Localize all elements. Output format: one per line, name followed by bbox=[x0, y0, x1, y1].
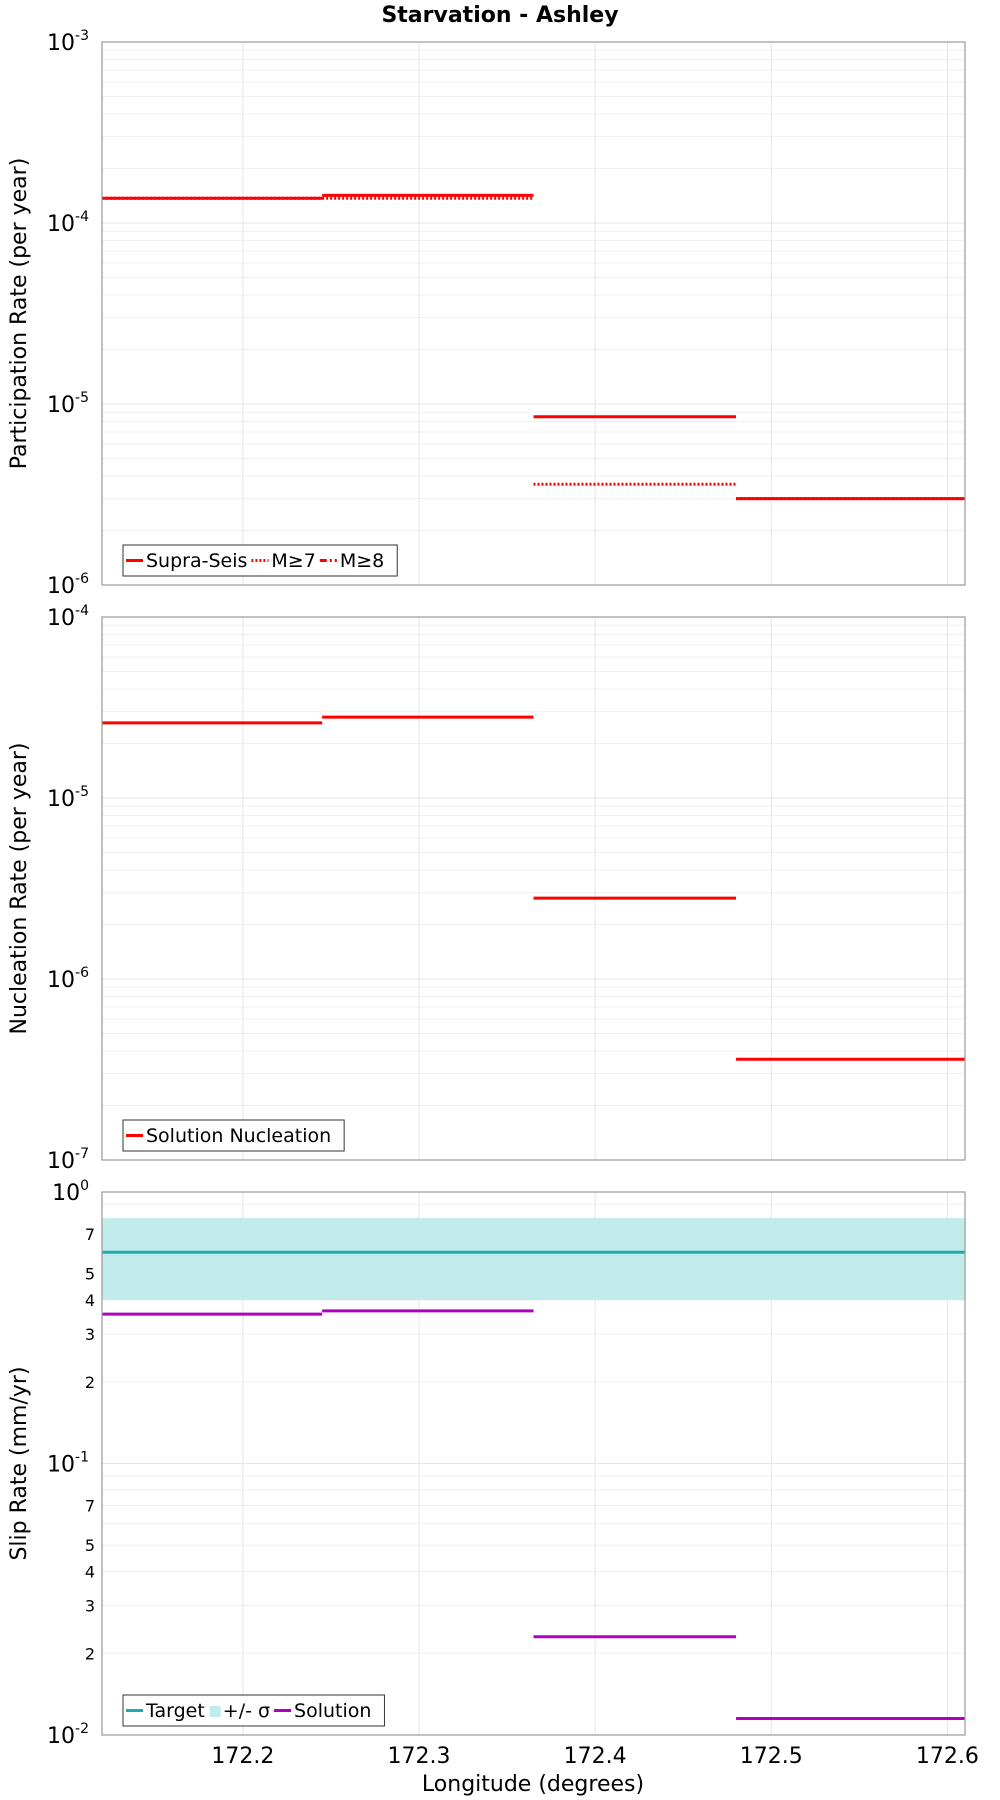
y-tick-label: 10-6 bbox=[47, 571, 89, 599]
x-tick-label: 172.5 bbox=[740, 1744, 803, 1769]
y-minor-tick-label: 2 bbox=[85, 1644, 95, 1663]
sigma-band bbox=[102, 1218, 965, 1301]
y-tick-label: 10-5 bbox=[47, 784, 89, 812]
series-solution bbox=[102, 1309, 965, 1721]
legend-item: M≥8 bbox=[319, 550, 384, 572]
y-tick-label: 10-7 bbox=[47, 1146, 89, 1174]
legend-label: M≥7 bbox=[271, 550, 315, 572]
y-minor-tick-label: 4 bbox=[85, 1291, 95, 1310]
x-axis-title: Longitude (degrees) bbox=[422, 1772, 644, 1797]
legend: Target +/- σ Solution bbox=[122, 1694, 385, 1727]
legend-item: +/- σ bbox=[209, 1700, 270, 1722]
panel-slip: 10-2 10-1 100 2 3 4 5 7 2 3 4 5 7 Slip Rate (mm/yr) Ta… bbox=[7, 1178, 966, 1749]
legend-label: Solution bbox=[294, 1700, 371, 1722]
y-tick-label: 10-3 bbox=[47, 28, 89, 56]
panels: 10-6 10-5 10-4 10-3 Participation Rate (per … bbox=[7, 28, 966, 1749]
x-tick-label: 172.4 bbox=[564, 1744, 627, 1769]
legend: Supra-Seis M≥7 M≥8 bbox=[122, 544, 398, 577]
legend-label: Solution Nucleation bbox=[146, 1125, 331, 1147]
legend-item: Solution Nucleation bbox=[126, 1125, 331, 1147]
panel-participation: 10-6 10-5 10-4 10-3 Participation Rate (per … bbox=[7, 28, 966, 599]
x-tick-label: 172.2 bbox=[211, 1744, 274, 1769]
legend-item: M≥7 bbox=[251, 550, 316, 572]
y-minor-tick-label: 4 bbox=[85, 1563, 95, 1582]
legend-box bbox=[122, 1694, 385, 1727]
y-tick-label: 10-5 bbox=[47, 390, 89, 418]
x-axis: 172.2 172.3 172.4 172.5 172.6 bbox=[211, 1744, 978, 1769]
chart-title: Starvation - Ashley bbox=[381, 3, 618, 28]
y-axis-title: Participation Rate (per year) bbox=[7, 158, 32, 470]
legend-label: Supra-Seis bbox=[146, 550, 247, 572]
y-axis-title: Slip Rate (mm/yr) bbox=[7, 1366, 32, 1560]
series-solution-nucleation bbox=[102, 715, 965, 1061]
y-minor-tick-label: 7 bbox=[85, 1497, 95, 1516]
y-tick-label: 100 bbox=[52, 1178, 89, 1206]
series-m-7 bbox=[102, 196, 965, 501]
y-minor-tick-label: 3 bbox=[85, 1596, 95, 1615]
plot-frame bbox=[101, 1191, 966, 1736]
panel-nucleation: 10-7 10-6 10-5 10-4 Nucleation Rate (per yea… bbox=[7, 603, 966, 1174]
y-minor-tick-label: 2 bbox=[85, 1373, 95, 1392]
legend-item: Supra-Seis bbox=[126, 550, 247, 572]
y-minor-tick-label: 5 bbox=[85, 1536, 95, 1555]
legend-item: Target bbox=[126, 1700, 205, 1722]
y-tick-label: 10-4 bbox=[47, 603, 89, 631]
y-minor-tick-label: 7 bbox=[85, 1225, 95, 1244]
legend-label: M≥8 bbox=[340, 550, 384, 572]
plot-frame bbox=[101, 616, 966, 1161]
legend-item: Solution bbox=[274, 1700, 371, 1722]
y-tick-label: 10-6 bbox=[47, 965, 89, 993]
legend-label: Target bbox=[145, 1700, 205, 1722]
x-tick-label: 172.6 bbox=[916, 1744, 979, 1769]
y-tick-label: 10-2 bbox=[47, 1721, 89, 1749]
legend-label: +/- σ bbox=[223, 1700, 270, 1722]
y-minor-tick-label: 5 bbox=[85, 1265, 95, 1284]
y-tick-label: 10-4 bbox=[47, 209, 89, 237]
y-axis-title: Nucleation Rate (per year) bbox=[7, 743, 32, 1035]
plot-frame bbox=[101, 41, 966, 586]
x-tick-label: 172.3 bbox=[388, 1744, 451, 1769]
legend-box bbox=[122, 1119, 345, 1152]
y-tick-label: 10-1 bbox=[47, 1450, 89, 1478]
legend: Solution Nucleation bbox=[122, 1119, 345, 1152]
y-minor-tick-label: 3 bbox=[85, 1325, 95, 1344]
legend-swatch bbox=[209, 1706, 221, 1717]
